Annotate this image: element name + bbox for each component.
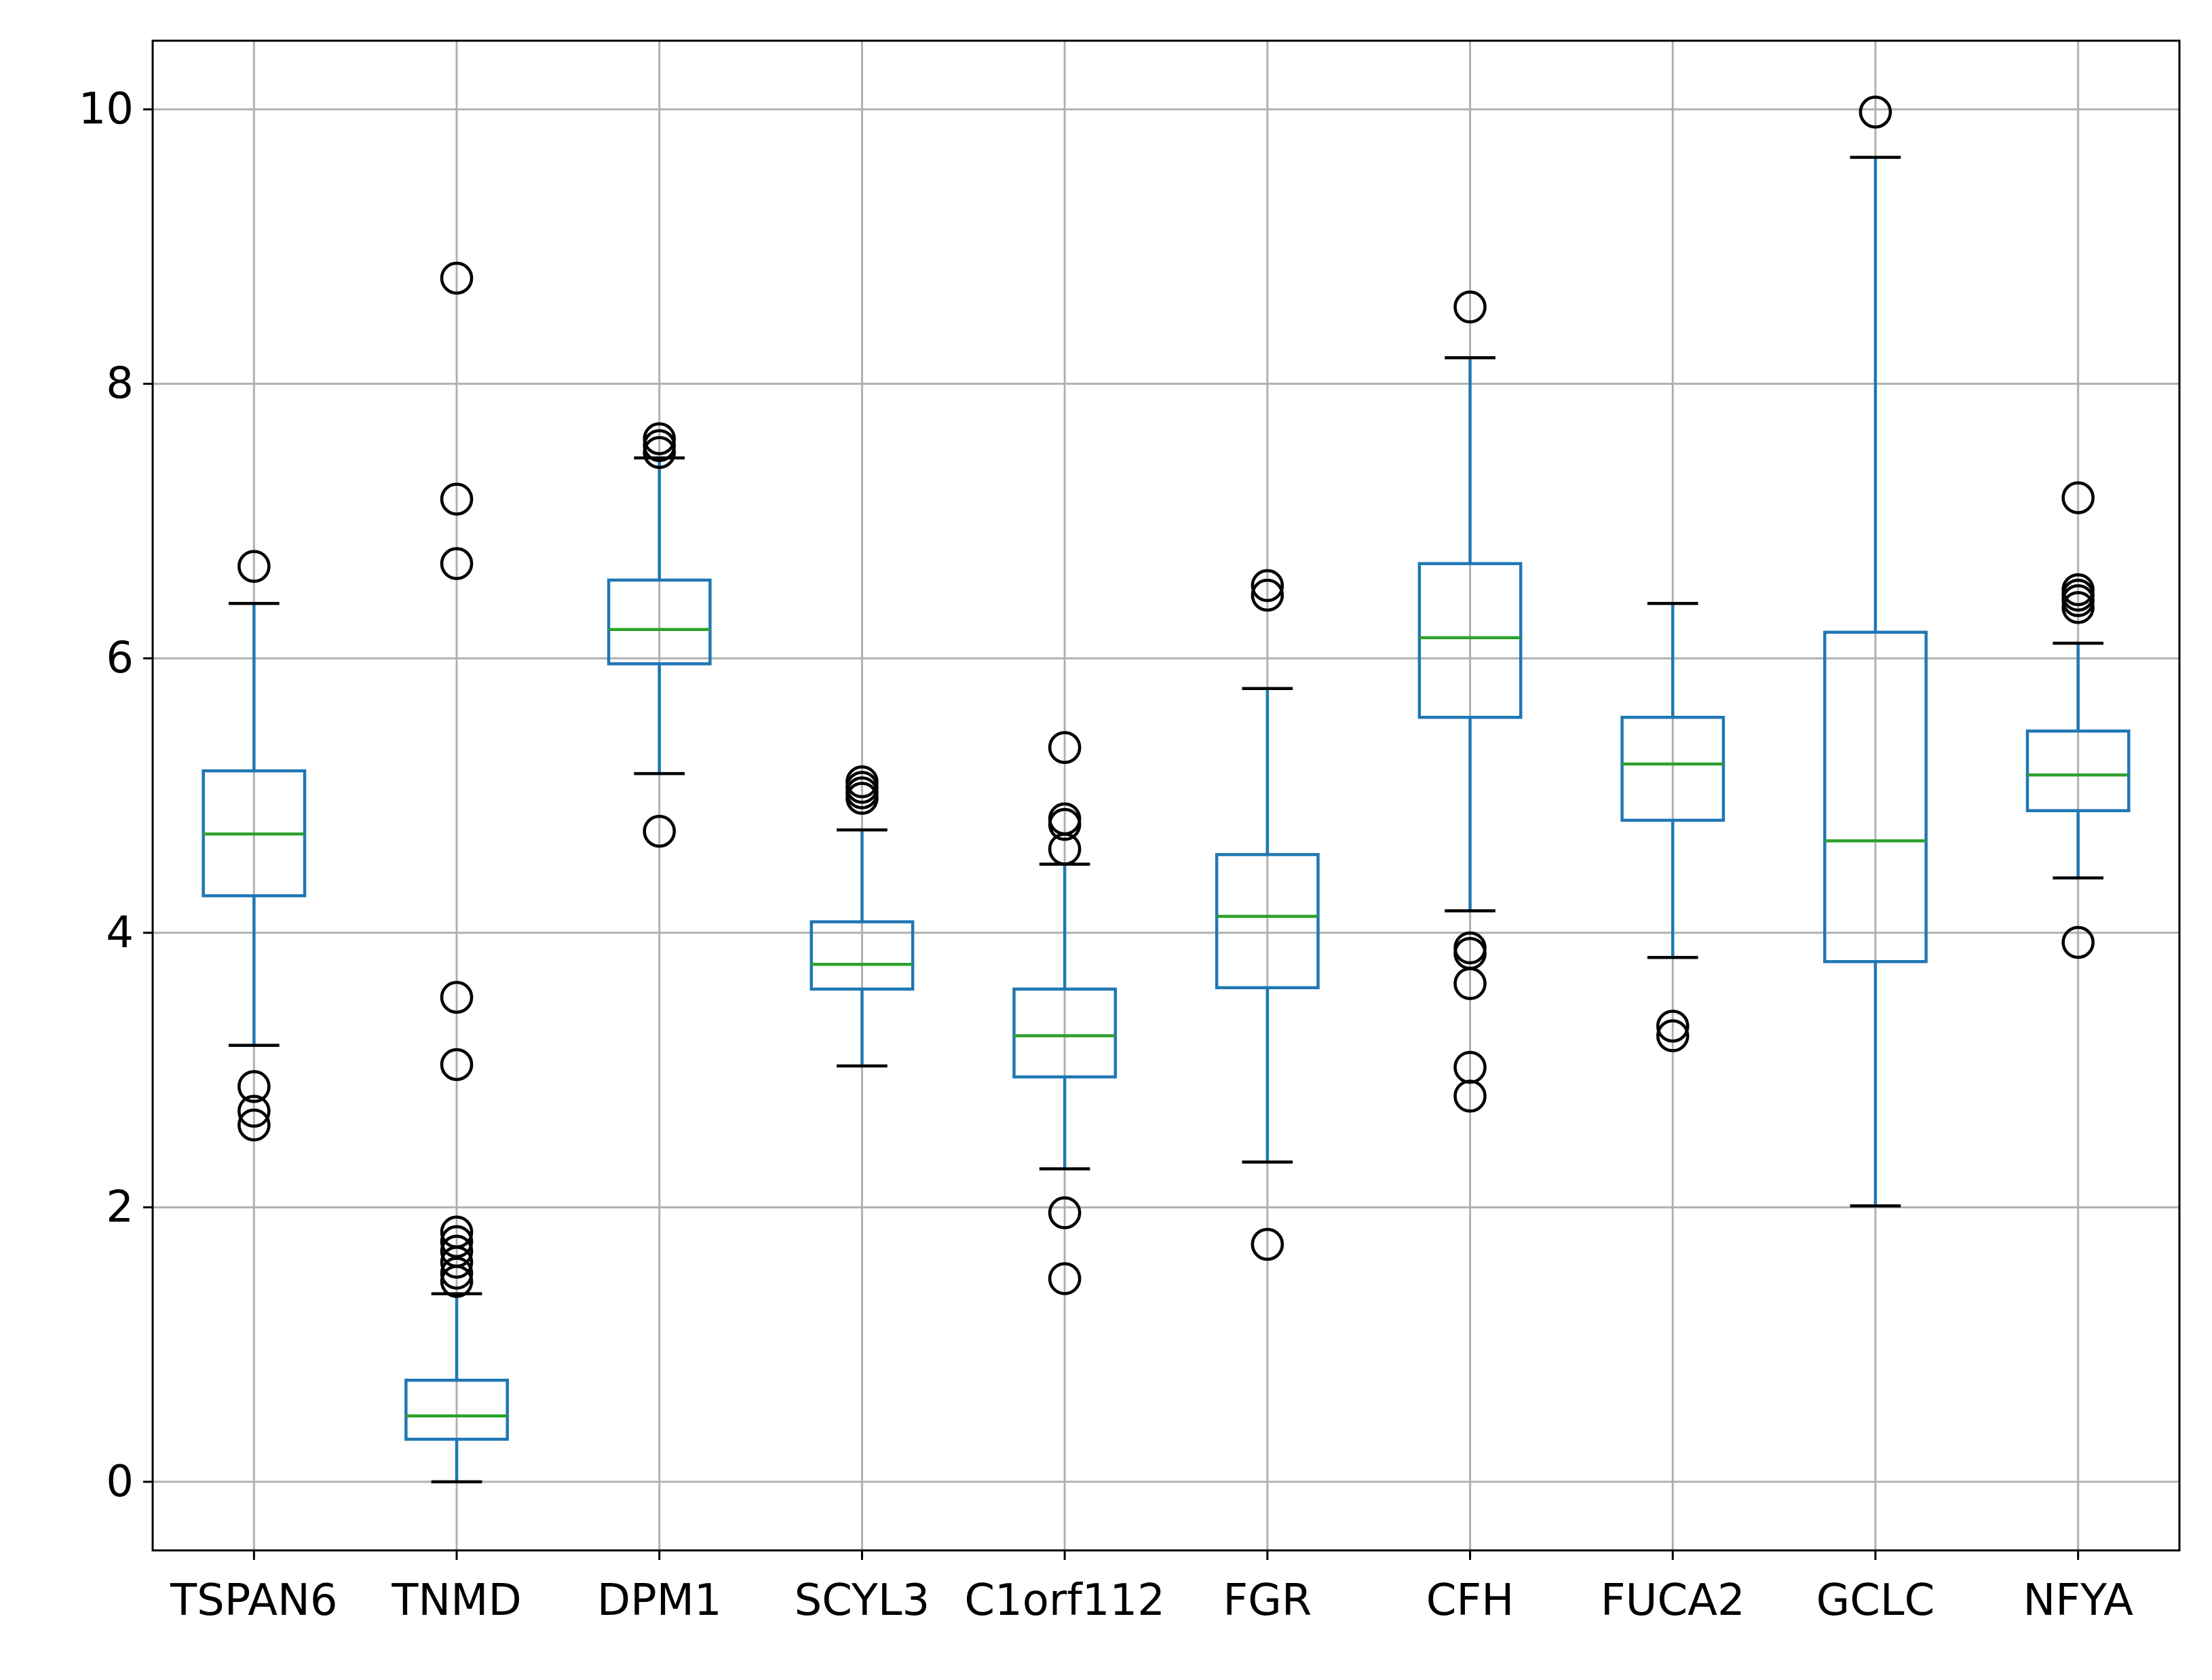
outlier-CFH-5 xyxy=(1453,1080,1487,1113)
outlier-TNMD-8 xyxy=(440,1245,474,1279)
box-GCLC xyxy=(1823,95,1928,1208)
box-TSPAN6 xyxy=(202,550,307,1142)
box-DPM1 xyxy=(607,422,712,848)
outlier-TNMD-6 xyxy=(440,1225,474,1259)
outlier-FGR-0 xyxy=(1251,569,1284,603)
x-tick-label-6: CFH xyxy=(1426,1576,1514,1626)
outlier-TNMD-4 xyxy=(440,1048,474,1082)
outlier-FGR-1 xyxy=(1251,578,1284,612)
outlier-CFH-3 xyxy=(1453,967,1487,1000)
outlier-TNMD-1 xyxy=(440,482,474,516)
outlier-NFYA-5 xyxy=(2061,925,2095,959)
outlier-TNMD-10 xyxy=(440,1265,474,1298)
x-tick-label-1: TNMD xyxy=(391,1576,521,1626)
outlier-TNMD-3 xyxy=(440,980,474,1014)
box-series xyxy=(202,95,2131,1484)
y-axis: 0 2 4 6 8 10 xyxy=(79,84,153,1507)
outlier-C1orf112-3 xyxy=(1048,833,1082,866)
box-SCYL3 xyxy=(809,765,915,1068)
outlier-DPM1-3 xyxy=(643,814,676,848)
iqr-box-C1orf112 xyxy=(1012,987,1118,1079)
outlier-DPM1-2 xyxy=(643,436,676,470)
y-tick-label-0: 0 xyxy=(106,1457,134,1507)
iqr-box-CFH xyxy=(1417,562,1523,719)
iqr-box-DPM1 xyxy=(607,578,712,666)
outlier-TNMD-9 xyxy=(440,1257,474,1290)
y-tick-label-2: 4 xyxy=(106,908,134,958)
y-tick-label-3: 6 xyxy=(106,633,134,683)
outlier-C1orf112-5 xyxy=(1048,1262,1082,1295)
iqr-box-FGR xyxy=(1215,853,1320,989)
outlier-SCYL3-3 xyxy=(845,782,879,815)
x-tick-label-9: NFYA xyxy=(2023,1576,2133,1626)
box-NFYA xyxy=(2025,481,2131,959)
box-FUCA2 xyxy=(1620,602,1725,1052)
plot-area-frame xyxy=(151,39,2181,1552)
outlier-CFH-0 xyxy=(1453,290,1487,324)
box-C1orf112 xyxy=(1012,731,1118,1295)
outlier-C1orf112-4 xyxy=(1048,1196,1082,1229)
outlier-TSPAN6-1 xyxy=(237,1070,271,1103)
iqr-box-FUCA2 xyxy=(1620,715,1725,822)
outlier-FGR-2 xyxy=(1251,1227,1284,1261)
box-FGR xyxy=(1215,569,1320,1261)
x-tick-label-4: C1orf112 xyxy=(964,1576,1165,1626)
x-tick-label-7: FUCA2 xyxy=(1601,1576,1745,1626)
box-CFH xyxy=(1417,290,1523,1113)
x-tick-label-5: FGR xyxy=(1223,1576,1312,1626)
iqr-box-NFYA xyxy=(2025,729,2131,812)
iqr-box-TNMD xyxy=(404,1378,509,1441)
y-tick-label-5: 10 xyxy=(79,84,134,134)
outlier-NFYA-4 xyxy=(2061,591,2095,624)
iqr-box-GCLC xyxy=(1823,630,1928,963)
box-TNMD xyxy=(404,261,509,1484)
outlier-NFYA-0 xyxy=(2061,481,2095,514)
outlier-C1orf112-2 xyxy=(1048,807,1082,841)
x-tick-label-8: GCLC xyxy=(1816,1576,1935,1626)
outlier-TNMD-2 xyxy=(440,547,474,580)
outlier-FUCA2-1 xyxy=(1656,1019,1690,1052)
iqr-box-SCYL3 xyxy=(809,920,915,991)
x-axis: TSPAN6 TNMD DPM1 SCYL3 C1orf112 FGR CFH FUCA2 GC… xyxy=(170,1550,2133,1626)
y-tick-label-4: 8 xyxy=(106,359,134,409)
x-tick-label-3: SCYL3 xyxy=(795,1576,930,1626)
outlier-TSPAN6-0 xyxy=(237,550,271,583)
outlier-FUCA2-0 xyxy=(1656,1010,1690,1043)
x-tick-label-0: TSPAN6 xyxy=(170,1576,338,1626)
outlier-C1orf112-0 xyxy=(1048,731,1082,764)
outlier-GCLC-0 xyxy=(1858,95,1892,129)
y-tick-label-1: 2 xyxy=(106,1182,134,1232)
x-tick-label-2: DPM1 xyxy=(597,1576,722,1626)
outlier-TSPAN6-3 xyxy=(237,1108,271,1142)
outlier-TNMD-0 xyxy=(440,261,474,295)
outlier-TSPAN6-2 xyxy=(237,1094,271,1128)
